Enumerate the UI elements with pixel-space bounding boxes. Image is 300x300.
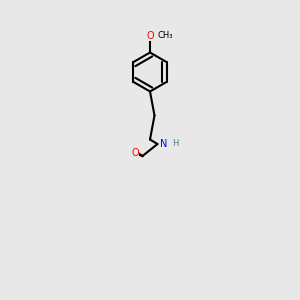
Text: O: O [146, 31, 154, 41]
Text: N: N [160, 139, 167, 149]
Text: O: O [131, 148, 139, 158]
Text: CH₃: CH₃ [158, 32, 173, 40]
Text: H: H [172, 140, 178, 148]
